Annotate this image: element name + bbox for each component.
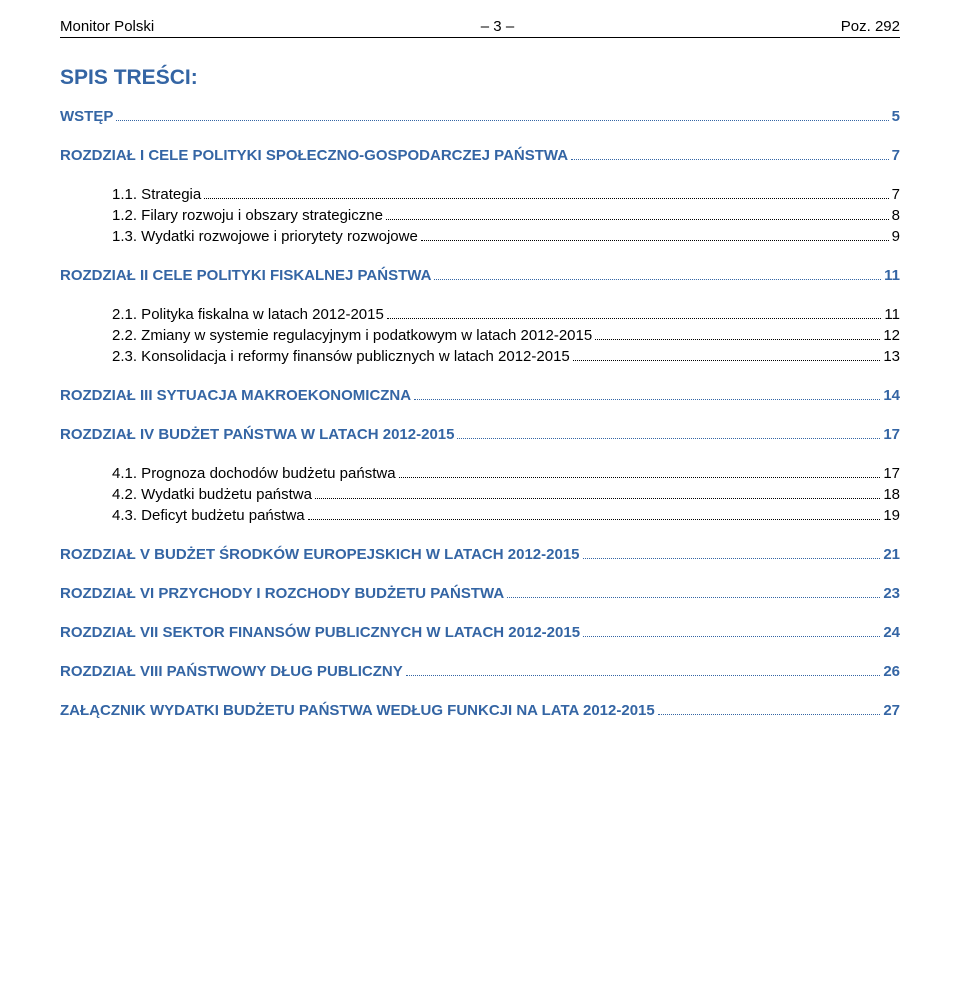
toc-section-entry: ROZDZIAŁ II CELE POLITYKI FISKALNEJ PAŃS…: [60, 267, 900, 284]
toc-leader-dots: [399, 477, 881, 478]
toc-entry-page: 9: [892, 228, 900, 245]
toc-leader-dots: [116, 120, 888, 121]
toc-entry-label: 2.3. Konsolidacja i reformy finansów pub…: [112, 348, 570, 365]
toc-entry-label: ROZDZIAŁ II CELE POLITYKI FISKALNEJ PAŃS…: [60, 267, 431, 284]
toc-entry-label: 4.1. Prognoza dochodów budżetu państwa: [112, 465, 396, 482]
toc-entry-label: WSTĘP: [60, 108, 113, 125]
toc-entry-label: 4.3. Deficyt budżetu państwa: [112, 507, 305, 524]
toc-leader-dots: [204, 198, 888, 199]
toc-leader-dots: [421, 240, 889, 241]
toc-entry-label: ROZDZIAŁ V BUDŻET ŚRODKÓW EUROPEJSKICH W…: [60, 546, 580, 563]
toc-leader-dots: [571, 159, 889, 160]
toc-entry-label: 4.2. Wydatki budżetu państwa: [112, 486, 312, 503]
toc-leader-dots: [573, 360, 881, 361]
toc-entry-label: ROZDZIAŁ I CELE POLITYKI SPOŁECZNO-GOSPO…: [60, 147, 568, 164]
toc-entry-label: 1.2. Filary rozwoju i obszary strategicz…: [112, 207, 383, 224]
toc-section-entry: ROZDZIAŁ V BUDŻET ŚRODKÓW EUROPEJSKICH W…: [60, 546, 900, 563]
toc-entry-label: 1.3. Wydatki rozwojowe i priorytety rozw…: [112, 228, 418, 245]
toc-entry-page: 23: [883, 585, 900, 602]
toc-sub-entry: 2.2. Zmiany w systemie regulacyjnym i po…: [60, 327, 900, 344]
toc-entry-label: 2.1. Polityka fiskalna w latach 2012-201…: [112, 306, 384, 323]
toc-entry-page: 27: [883, 702, 900, 719]
toc-leader-dots: [414, 399, 880, 400]
toc-entry-page: 11: [884, 267, 900, 284]
toc-leader-dots: [308, 519, 881, 520]
toc-leader-dots: [507, 597, 880, 598]
toc-entry-page: 14: [883, 387, 900, 404]
toc-title: SPIS TREŚCI:: [60, 66, 900, 90]
toc-sub-entry: 4.3. Deficyt budżetu państwa 19: [60, 507, 900, 524]
toc-leader-dots: [406, 675, 881, 676]
toc-sub-entry: 2.1. Polityka fiskalna w latach 2012-201…: [60, 306, 900, 323]
toc-section-entry: ROZDZIAŁ VIII PAŃSTWOWY DŁUG PUBLICZNY 26: [60, 663, 900, 680]
toc-entry-page: 7: [892, 186, 900, 203]
table-of-contents: WSTĘP 5 ROZDZIAŁ I CELE POLITYKI SPOŁECZNO…: [60, 108, 900, 719]
toc-leader-dots: [595, 339, 880, 340]
toc-entry-page: 8: [892, 207, 900, 224]
toc-leader-dots: [457, 438, 880, 439]
toc-leader-dots: [434, 279, 881, 280]
toc-entry-label: ROZDZIAŁ VII SEKTOR FINANSÓW PUBLICZNYCH…: [60, 624, 580, 641]
toc-sub-entry: 4.2. Wydatki budżetu państwa 18: [60, 486, 900, 503]
toc-entry-label: ROZDZIAŁ VIII PAŃSTWOWY DŁUG PUBLICZNY: [60, 663, 403, 680]
header-page-number: – 3 –: [154, 18, 841, 35]
toc-entry-page: 18: [883, 486, 900, 503]
toc-entry-page: 24: [883, 624, 900, 641]
toc-sub-entry: 2.3. Konsolidacja i reformy finansów pub…: [60, 348, 900, 365]
toc-entry-page: 12: [883, 327, 900, 344]
toc-entry-page: 17: [883, 465, 900, 482]
toc-entry-label: ROZDZIAŁ VI PRZYCHODY I ROZCHODY BUDŻETU…: [60, 585, 504, 602]
toc-entry-page: 26: [883, 663, 900, 680]
toc-leader-dots: [658, 714, 881, 715]
toc-leader-dots: [386, 219, 889, 220]
toc-entry-page: 7: [892, 147, 900, 164]
toc-section-entry: ROZDZIAŁ IV BUDŻET PAŃSTWA W LATACH 2012…: [60, 426, 900, 443]
toc-section-entry: WSTĘP 5: [60, 108, 900, 125]
toc-entry-label: ROZDZIAŁ III SYTUACJA MAKROEKONOMICZNA: [60, 387, 411, 404]
toc-sub-entry: 4.1. Prognoza dochodów budżetu państwa 17: [60, 465, 900, 482]
toc-entry-label: 1.1. Strategia: [112, 186, 201, 203]
toc-entry-page: 13: [883, 348, 900, 365]
header-position: Poz. 292: [841, 18, 900, 35]
header-journal-name: Monitor Polski: [60, 18, 154, 35]
toc-entry-page: 11: [884, 306, 900, 323]
toc-leader-dots: [315, 498, 880, 499]
toc-entry-page: 19: [883, 507, 900, 524]
toc-sub-entry: 1.1. Strategia 7: [60, 186, 900, 203]
toc-leader-dots: [583, 636, 880, 637]
toc-entry-page: 17: [883, 426, 900, 443]
toc-entry-page: 5: [892, 108, 900, 125]
toc-entry-page: 21: [883, 546, 900, 563]
toc-leader-dots: [583, 558, 881, 559]
toc-section-entry: ROZDZIAŁ VI PRZYCHODY I ROZCHODY BUDŻETU…: [60, 585, 900, 602]
toc-entry-label: ZAŁĄCZNIK WYDATKI BUDŻETU PAŃSTWA WEDŁUG…: [60, 702, 655, 719]
toc-section-entry: ROZDZIAŁ VII SEKTOR FINANSÓW PUBLICZNYCH…: [60, 624, 900, 641]
toc-entry-label: ROZDZIAŁ IV BUDŻET PAŃSTWA W LATACH 2012…: [60, 426, 454, 443]
toc-sub-entry: 1.3. Wydatki rozwojowe i priorytety rozw…: [60, 228, 900, 245]
toc-section-entry: ZAŁĄCZNIK WYDATKI BUDŻETU PAŃSTWA WEDŁUG…: [60, 702, 900, 719]
page-header: Monitor Polski – 3 – Poz. 292: [60, 18, 900, 38]
toc-section-entry: ROZDZIAŁ III SYTUACJA MAKROEKONOMICZNA 14: [60, 387, 900, 404]
toc-entry-label: 2.2. Zmiany w systemie regulacyjnym i po…: [112, 327, 592, 344]
toc-leader-dots: [387, 318, 882, 319]
toc-section-entry: ROZDZIAŁ I CELE POLITYKI SPOŁECZNO-GOSPO…: [60, 147, 900, 164]
toc-sub-entry: 1.2. Filary rozwoju i obszary strategicz…: [60, 207, 900, 224]
